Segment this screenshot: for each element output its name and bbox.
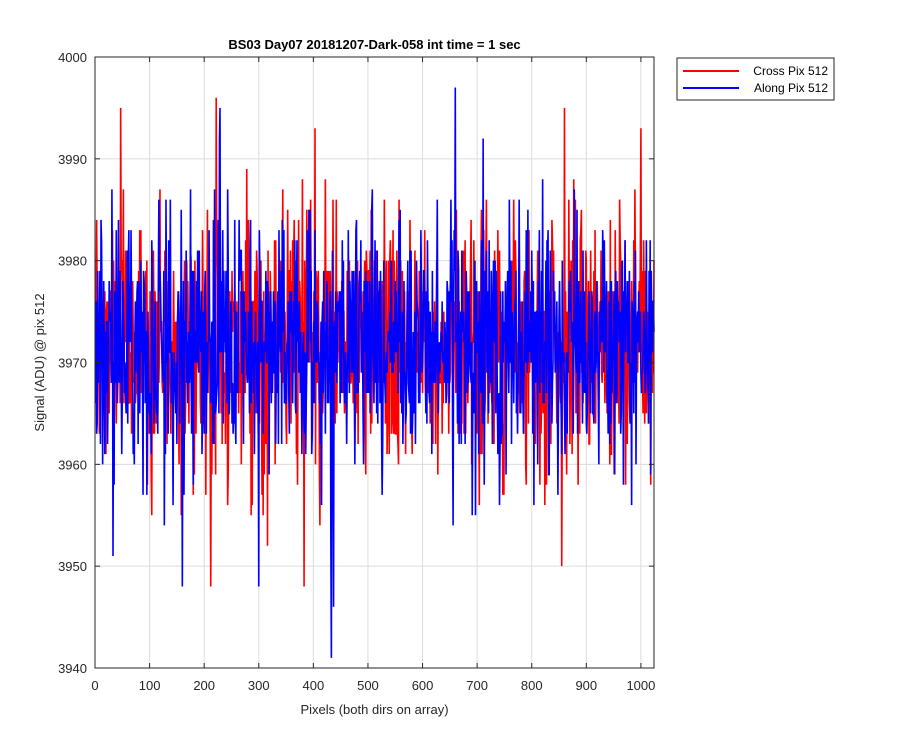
x-tick-label: 300 — [248, 678, 270, 693]
chart-title: BS03 Day07 20181207-Dark-058 int time = … — [228, 37, 520, 52]
y-tick-label: 3950 — [58, 559, 87, 574]
x-tick-label: 500 — [357, 678, 379, 693]
x-tick-label: 400 — [303, 678, 325, 693]
y-tick-label: 3940 — [58, 661, 87, 676]
y-tick-label: 3970 — [58, 356, 87, 371]
x-axis-label: Pixels (both dirs on array) — [300, 702, 448, 717]
legend-box — [676, 57, 835, 101]
x-tick-label: 200 — [193, 678, 215, 693]
x-tick-label: 700 — [466, 678, 488, 693]
x-tick-label: 1000 — [626, 678, 655, 693]
legend: Cross Pix 512 Along Pix 512 — [676, 57, 835, 101]
legend-label-along-pix: Along Pix 512 — [754, 81, 828, 95]
y-axis-label: Signal (ADU) @ pix 512 — [32, 293, 47, 431]
tick-labels: 0 100 200 300 400 500 600 700 800 900 1000 3940 3950… — [58, 50, 655, 693]
axis-ticks — [94, 56, 654, 669]
y-tick-label: 3960 — [58, 457, 87, 472]
x-tick-label: 600 — [412, 678, 434, 693]
y-tick-label: 3980 — [58, 254, 87, 269]
legend-label-cross-pix: Cross Pix 512 — [753, 64, 828, 78]
x-tick-label: 100 — [139, 678, 161, 693]
series-line-along-pix — [94, 87, 655, 658]
y-tick-label: 3990 — [58, 152, 87, 167]
x-tick-label: 800 — [521, 678, 543, 693]
x-tick-label: 900 — [575, 678, 597, 693]
plot-area: 0 100 200 300 400 500 600 700 800 900 1000 3940 3950… — [58, 50, 655, 693]
series-layer — [94, 87, 655, 658]
x-tick-label: 0 — [91, 678, 98, 693]
y-tick-label: 4000 — [58, 50, 87, 65]
